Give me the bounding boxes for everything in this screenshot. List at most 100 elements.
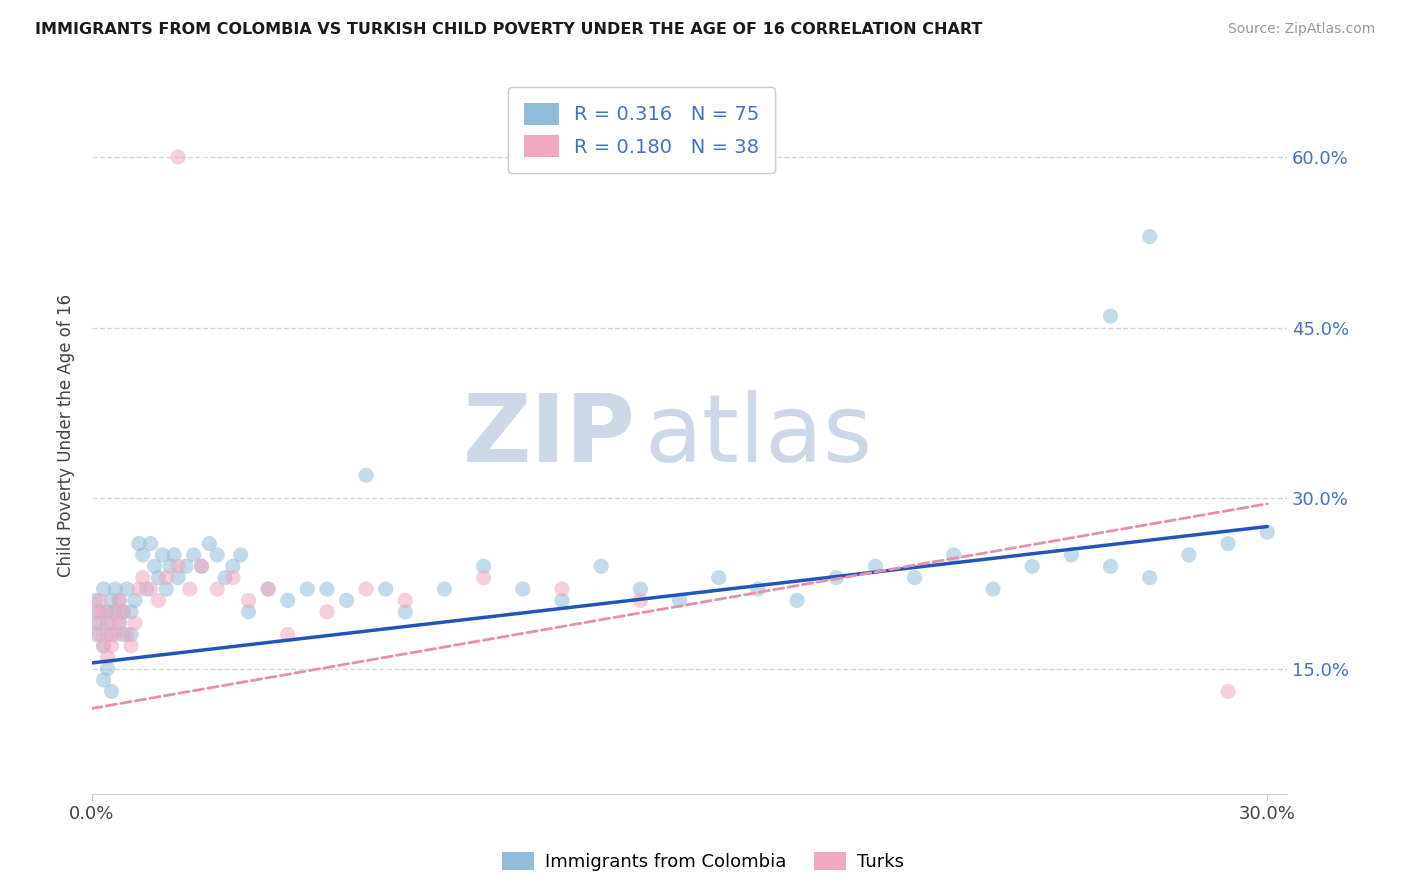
Point [238, 593, 260, 607]
Point [120, 605, 142, 619]
Point [628, 593, 651, 607]
Point [112, 605, 135, 619]
Point [115, 582, 138, 596]
Point [112, 605, 135, 619]
Point [167, 571, 190, 585]
Point [84, 627, 107, 641]
Point [472, 559, 495, 574]
Point [132, 571, 155, 585]
Point [190, 559, 212, 574]
Point [257, 582, 280, 596]
Point [1216, 536, 1239, 550]
Point [163, 548, 186, 562]
Point [100, 593, 122, 607]
Point [96, 662, 118, 676]
Point [591, 559, 613, 574]
Point [148, 571, 170, 585]
Point [108, 593, 131, 607]
Point [981, 582, 1004, 596]
Point [128, 536, 150, 550]
Point [394, 605, 416, 619]
Point [120, 627, 142, 641]
Point [100, 627, 122, 641]
Point [1178, 548, 1201, 562]
Point [132, 548, 155, 562]
Point [143, 559, 166, 574]
Legend: R = 0.316   N = 75, R = 0.180   N = 38: R = 0.316 N = 75, R = 0.180 N = 38 [508, 87, 775, 173]
Point [374, 582, 396, 596]
Point [93, 673, 115, 687]
Point [96, 650, 118, 665]
Point [512, 582, 534, 596]
Point [472, 571, 495, 585]
Point [316, 605, 339, 619]
Point [1256, 525, 1278, 540]
Point [205, 548, 228, 562]
Point [865, 559, 887, 574]
Point [354, 468, 377, 483]
Point [104, 582, 127, 596]
Point [297, 582, 319, 596]
Point [433, 582, 456, 596]
Point [1099, 559, 1122, 574]
Point [128, 582, 150, 596]
Point [139, 582, 162, 596]
Point [257, 582, 280, 596]
Text: IMMIGRANTS FROM COLOMBIA VS TURKISH CHILD POVERTY UNDER THE AGE OF 16 CORRELATIO: IMMIGRANTS FROM COLOMBIA VS TURKISH CHIL… [35, 22, 983, 37]
Point [628, 582, 651, 596]
Point [148, 593, 170, 607]
Point [277, 593, 299, 607]
Point [89, 616, 111, 631]
Point [167, 559, 190, 574]
Point [108, 593, 131, 607]
Point [120, 639, 142, 653]
Point [93, 582, 115, 596]
Point [104, 627, 127, 641]
Point [942, 548, 965, 562]
Point [354, 582, 377, 596]
Point [786, 593, 808, 607]
Point [104, 605, 127, 619]
Point [1216, 684, 1239, 698]
Point [1021, 559, 1043, 574]
Point [93, 605, 115, 619]
Point [1060, 548, 1083, 562]
Point [84, 593, 107, 607]
Point [100, 639, 122, 653]
Point [335, 593, 357, 607]
Point [93, 639, 115, 653]
Point [222, 559, 245, 574]
Point [115, 627, 138, 641]
Point [112, 627, 135, 641]
Point [150, 548, 173, 562]
Point [668, 593, 690, 607]
Point [135, 582, 157, 596]
Point [84, 616, 107, 631]
Point [229, 548, 252, 562]
Point [124, 616, 146, 631]
Point [179, 582, 201, 596]
Point [825, 571, 848, 585]
Point [124, 593, 146, 607]
Y-axis label: Child Poverty Under the Age of 16: Child Poverty Under the Age of 16 [58, 294, 75, 577]
Point [159, 559, 181, 574]
Point [394, 593, 416, 607]
Point [1099, 309, 1122, 323]
Point [198, 536, 221, 550]
Point [89, 593, 111, 607]
Text: Source: ZipAtlas.com: Source: ZipAtlas.com [1227, 22, 1375, 37]
Point [316, 582, 339, 596]
Point [205, 582, 228, 596]
Point [190, 559, 212, 574]
Point [222, 571, 245, 585]
Point [183, 548, 205, 562]
Point [100, 684, 122, 698]
Point [96, 627, 118, 641]
Point [214, 571, 236, 585]
Point [96, 616, 118, 631]
Point [238, 605, 260, 619]
Point [167, 150, 190, 164]
Point [174, 559, 197, 574]
Text: atlas: atlas [644, 390, 872, 482]
Point [551, 582, 574, 596]
